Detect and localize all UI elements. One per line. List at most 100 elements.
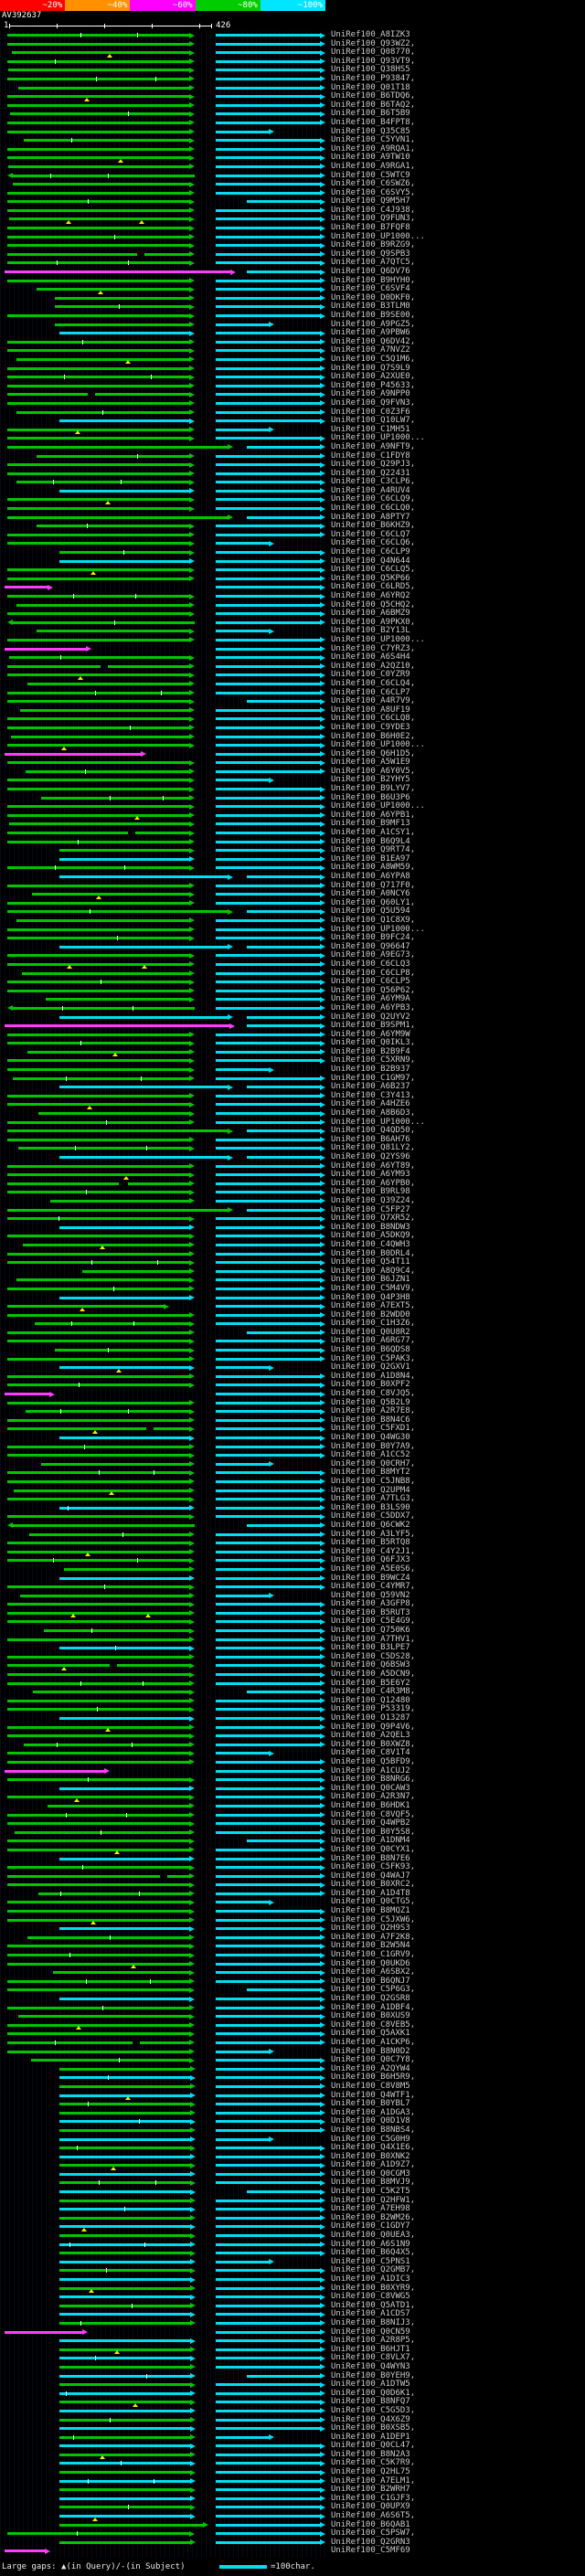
subject-label[interactable]: UniRef100_C1MH51 [331,424,410,434]
subject-label[interactable]: UniRef100_C5PSW7, [331,2528,416,2539]
hsp-segment[interactable] [216,357,321,361]
subject-label[interactable]: UniRef100_Q0D1V8 [331,2116,410,2126]
hsp-segment[interactable] [7,1479,190,1483]
hsp-segment[interactable] [216,1112,321,1116]
hsp-segment[interactable] [216,1892,321,1895]
hsp-segment[interactable] [216,2427,321,2431]
hsp-segment[interactable] [7,349,190,353]
subject-label[interactable]: UniRef100_UP1000... [331,634,425,644]
hsp-segment[interactable] [216,813,321,817]
hsp-segment[interactable] [247,1330,321,1334]
hsp-segment[interactable] [59,945,229,949]
hsp-segment[interactable] [216,1699,321,1702]
subject-label[interactable]: UniRef100_B6QDS8 [331,1345,410,1355]
hsp-segment[interactable] [216,103,321,107]
subject-label[interactable]: UniRef100_UP1000... [331,231,425,241]
subject-label[interactable]: UniRef100_B6Q9L4 [331,836,410,846]
hsp-segment[interactable] [216,2479,321,2483]
subject-label[interactable]: UniRef100_UP1000... [331,1117,425,1127]
hsp-segment[interactable] [59,2462,191,2465]
subject-label[interactable]: UniRef100_Q6DV76 [331,267,410,277]
hsp-segment[interactable] [216,779,270,782]
hsp-segment[interactable] [216,559,321,563]
hsp-segment[interactable] [38,1112,190,1116]
hsp-segment[interactable] [216,2094,321,2097]
subject-label[interactable]: UniRef100_B9FC24, [331,933,416,943]
hsp-segment[interactable] [20,708,190,712]
subject-label[interactable]: UniRef100_A6B237 [331,1082,410,1092]
subject-label[interactable]: UniRef100_C5YVN1, [331,135,416,145]
hsp-segment[interactable] [216,2506,321,2509]
subject-label[interactable]: UniRef100_A9RGA1, [331,161,416,171]
hsp-segment[interactable] [7,103,190,107]
hsp-segment[interactable] [7,1427,146,1431]
hsp-segment[interactable] [216,1191,321,1194]
hsp-segment[interactable] [216,498,321,502]
subject-label[interactable]: UniRef100_C1GJF3, [331,2493,416,2503]
hsp-segment[interactable] [7,1979,190,1983]
hsp-segment[interactable] [216,577,321,580]
hsp-segment[interactable] [216,1532,321,1536]
hsp-segment[interactable] [216,252,321,256]
subject-label[interactable]: UniRef100_Q59VN2 [331,1590,410,1600]
hsp-segment[interactable] [216,1489,321,1492]
hsp-segment[interactable] [55,323,190,326]
hsp-segment[interactable] [7,1173,190,1177]
hsp-segment[interactable] [216,1542,321,1545]
hsp-segment[interactable] [247,1523,321,1527]
hsp-segment[interactable] [216,1664,321,1668]
hsp-segment[interactable] [59,2391,191,2395]
hsp-segment[interactable] [7,910,229,914]
hsp-segment[interactable] [7,1454,190,1458]
hsp-segment[interactable] [31,2059,190,2062]
hsp-segment[interactable] [7,1261,190,1265]
hsp-segment[interactable] [23,1243,190,1246]
subject-label[interactable]: UniRef100_C6SVY5, [331,187,416,197]
subject-label[interactable]: UniRef100_Q4QD50, [331,1126,416,1136]
hsp-segment[interactable] [22,971,190,975]
hsp-segment[interactable] [7,200,190,204]
hsp-segment[interactable] [27,1935,190,1939]
subject-label[interactable]: UniRef100_Q2UYV2 [331,1012,410,1022]
hsp-segment[interactable] [9,217,190,221]
subject-label[interactable]: UniRef100_B9MF13 [331,819,410,829]
hsp-segment[interactable] [7,227,190,230]
subject-label[interactable]: UniRef100_Q0CL47, [331,2441,416,2451]
hsp-segment[interactable] [59,2444,191,2448]
hsp-segment[interactable] [216,1927,321,1931]
hsp-segment[interactable] [5,586,48,589]
subject-label[interactable]: UniRef100_B0Y7A9, [331,1441,416,1451]
hsp-segment[interactable] [216,340,321,344]
subject-label[interactable]: UniRef100_C5P6G3, [331,1985,416,1995]
subject-label[interactable]: UniRef100_B6TAQ2, [331,100,416,110]
hsp-segment[interactable] [7,989,190,992]
hsp-segment[interactable] [216,1620,321,1624]
subject-label[interactable]: UniRef100_C6CLQ6, [331,538,416,548]
subject-label[interactable]: UniRef100_C1GRV9, [331,1950,416,1960]
hsp-segment[interactable] [216,2006,321,2009]
subject-label[interactable]: UniRef100_Q4N644 [331,556,410,566]
hsp-segment[interactable] [216,279,321,282]
hsp-segment[interactable] [216,1515,321,1519]
hsp-segment[interactable] [7,244,190,248]
hsp-segment[interactable] [247,200,321,204]
hsp-segment[interactable] [12,51,190,55]
subject-label[interactable]: UniRef100_A3LYF5, [331,1529,416,1539]
hsp-segment[interactable] [216,1173,321,1177]
hsp-segment[interactable] [216,2225,321,2229]
subject-label[interactable]: UniRef100_A6YRQ2 [331,591,410,600]
subject-label[interactable]: UniRef100_A2XUE0, [331,372,416,382]
subject-label[interactable]: UniRef100_Q0U8R2 [331,1327,410,1337]
subject-label[interactable]: UniRef100_Q5AXK1 [331,2029,410,2039]
hsp-segment[interactable] [7,1603,190,1606]
hsp-segment[interactable] [216,989,321,992]
hsp-segment[interactable] [216,2147,321,2150]
hsp-segment[interactable] [59,2471,191,2475]
subject-label[interactable]: UniRef100_C5Q1M6, [331,354,416,364]
hsp-segment[interactable] [7,1664,110,1668]
hsp-segment[interactable] [216,34,321,37]
hsp-segment[interactable] [59,1647,190,1650]
subject-label[interactable]: UniRef100_B6KHZ9, [331,521,416,531]
hsp-segment[interactable] [216,1638,321,1641]
hsp-segment[interactable] [216,366,321,370]
